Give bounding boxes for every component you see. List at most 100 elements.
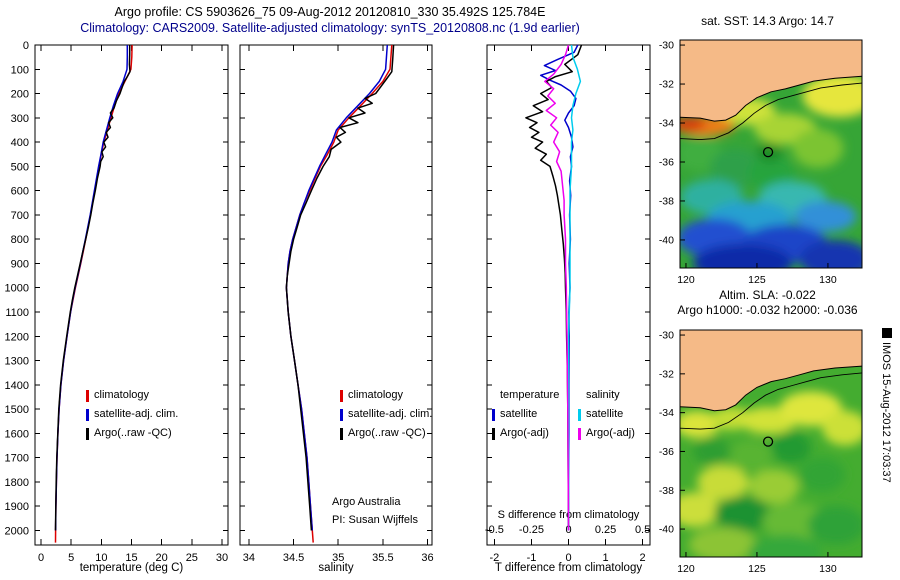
- coastline: [680, 365, 862, 412]
- lat-tick-label: -32: [659, 79, 674, 91]
- land-mass: [680, 330, 862, 411]
- depth-tick-label: 400: [11, 137, 29, 149]
- figure-title: Argo profile: CS 5903626_75 09-Aug-2012 …: [114, 5, 546, 19]
- lon-tick-label: 130: [819, 274, 837, 286]
- sst-contour: [680, 82, 862, 141]
- legend-label: satellite-adj. clim.: [94, 408, 179, 420]
- difference-x-tick-label: 0: [565, 552, 571, 564]
- s-difference-tick-label: 0.25: [595, 524, 616, 536]
- salinity-x-tick-label: 34: [243, 552, 255, 564]
- salinity-xlabel: salinity: [318, 562, 353, 574]
- argo-height-caption: Argo h1000: -0.032 h2000: -0.036: [677, 303, 858, 317]
- legend-label: Argo(..raw -QC): [94, 427, 172, 439]
- temperature-panel: 0 5 10 15 20 25 300100200300400500600700800900…: [5, 40, 229, 574]
- satellite-adj-swatch-icon: [86, 408, 89, 421]
- salinity-x-tick-label: 34.5: [283, 552, 304, 564]
- stamp-text: IMOS 15-Aug-2012 17:03:37: [880, 342, 892, 483]
- legend-label: satellite: [500, 408, 538, 420]
- depth-tick-label: 1000: [5, 283, 29, 295]
- difference-x-tick-label: 2: [640, 552, 646, 564]
- depth-tick-label: 1800: [5, 477, 29, 489]
- imos-logo-icon: [882, 328, 892, 338]
- satellite-adj-swatch-icon: [340, 408, 343, 421]
- depth-tick-label: 600: [11, 186, 29, 198]
- legend-label: climatology: [348, 389, 404, 401]
- sst-map-top: 120 125 130 -30 -32 -34 -36 -38 -40: [659, 39, 863, 286]
- curve-s-diff-satellite: [567, 44, 582, 531]
- difference-x-tick-label: -2: [490, 552, 500, 564]
- sst-map-bottom: 120 125 130 -30 -32 -34 -36 -38 -40: [659, 329, 863, 575]
- temperature-x-tick-label: 30: [216, 552, 228, 564]
- depth-tick-label: 1100: [5, 307, 29, 319]
- legend-label: climatology: [94, 389, 150, 401]
- curve-satellite-adj-clim: [54, 45, 129, 531]
- sst-field: [680, 391, 862, 557]
- salinity-panel: 34 34.5 35 35.5 36 salinity Argo Australia PI: …: [239, 44, 434, 574]
- legend-label: Argo(-adj): [586, 427, 635, 439]
- lat-tick-label: -40: [659, 524, 674, 536]
- legend-label: Argo(-adj): [500, 427, 549, 439]
- altimetry-caption: Altim. SLA: -0.022: [719, 288, 816, 302]
- difference-xlabel: T difference from climatology: [495, 562, 642, 574]
- depth-tick-label: 800: [11, 234, 29, 246]
- depth-tick-label: 0: [23, 40, 29, 52]
- legend-item-argo-adj: Argo(-adj): [578, 424, 635, 443]
- s-difference-tick-label: -0.5: [485, 524, 504, 536]
- sst-map-title: sat. SST: 14.3 Argo: 14.7: [701, 14, 834, 28]
- float-position-marker: [762, 146, 774, 158]
- lat-tick-label: -34: [659, 407, 674, 419]
- depth-tick-label: 1200: [5, 331, 29, 343]
- legend-item-climatology: climatology: [86, 386, 178, 405]
- depth-tick-label: 1600: [5, 428, 29, 440]
- argo-swatch-icon: [86, 427, 89, 440]
- depth-tick-label: 1700: [5, 453, 29, 465]
- lat-tick-label: -34: [659, 118, 674, 130]
- argo-s-swatch-icon: [578, 427, 581, 440]
- lon-tick-label: 130: [819, 563, 837, 575]
- legend-item-satellite: satellite: [492, 405, 559, 424]
- satellite-t-swatch-icon: [492, 408, 495, 421]
- temperature-x-tick-label: 20: [156, 552, 168, 564]
- legend-header: salinity: [586, 389, 620, 401]
- land-mass: [680, 40, 862, 122]
- temperature-xlabel: temperature (deg C): [80, 562, 184, 574]
- curve-climatology: [285, 44, 393, 543]
- depth-tick-label: 300: [11, 113, 29, 125]
- salinity-x-tick-label: 35.5: [372, 552, 393, 564]
- legend-item-satellite: satellite: [578, 405, 635, 424]
- curve-satellite-adj-clim: [285, 44, 389, 531]
- legend-label: satellite-adj. clim.: [348, 408, 433, 420]
- temperature-x-tick-label: 0: [38, 552, 44, 564]
- lat-tick-label: -30: [659, 330, 674, 342]
- curve-s-diff-argo: [544, 44, 570, 531]
- satellite-s-swatch-icon: [578, 408, 581, 421]
- s-difference-tick-label: -0.25: [519, 524, 544, 536]
- salinity-legend: climatology satellite-adj. clim. Argo(..…: [340, 386, 432, 443]
- lat-tick-label: -30: [659, 40, 674, 52]
- lat-tick-label: -38: [659, 195, 674, 207]
- depth-tick-label: 700: [11, 210, 29, 222]
- depth-tick-label: 2000: [5, 525, 29, 537]
- temperature-x-tick-label: 15: [125, 552, 137, 564]
- lat-tick-label: -36: [659, 446, 674, 458]
- difference-legend-salinity: salinity satellite Argo(-adj): [578, 386, 635, 443]
- argo-swatch-icon: [340, 427, 343, 440]
- s-difference-tick-label: 0.5: [635, 524, 650, 536]
- lon-tick-label: 120: [677, 274, 695, 286]
- lat-tick-label: -40: [659, 234, 674, 246]
- difference-x-tick-label: 1: [602, 552, 608, 564]
- temperature-x-tick-label: 10: [95, 552, 107, 564]
- depth-tick-label: 500: [11, 161, 29, 173]
- curve-argo-raw: [285, 44, 395, 531]
- legend-item-argo-adj: Argo(-adj): [492, 424, 559, 443]
- temperature-x-tick-label: 25: [186, 552, 198, 564]
- sst-field: [680, 74, 862, 268]
- legend-label: satellite: [586, 408, 624, 420]
- depth-tick-label: 1300: [5, 356, 29, 368]
- lon-tick-label: 125: [748, 274, 766, 286]
- panel-annotation: Argo Australia: [332, 496, 401, 508]
- coastline: [680, 75, 862, 122]
- lat-tick-label: -36: [659, 156, 674, 168]
- temperature-legend: climatology satellite-adj. clim. Argo(..…: [86, 386, 178, 443]
